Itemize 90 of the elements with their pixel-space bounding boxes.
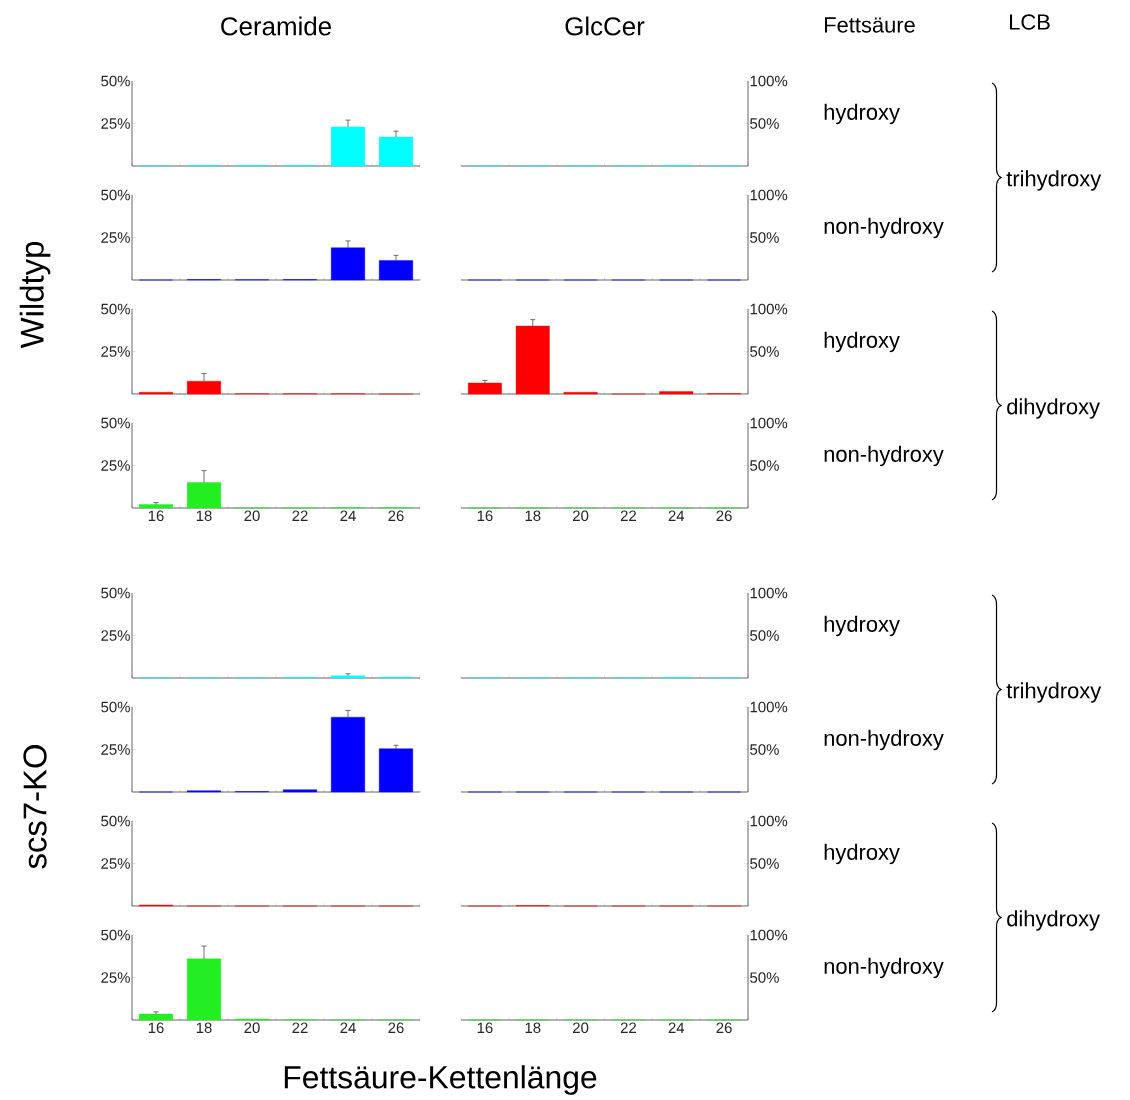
text: Fettsäure (824, 17, 915, 33)
y-tick-label: 50% (101, 587, 130, 599)
y-tick-label: 50% (101, 929, 130, 941)
text: hydroxy (824, 615, 900, 637)
text: hydroxy (824, 843, 900, 865)
y-tick-label: 25% (101, 118, 130, 129)
x-tick-label: 22 (620, 1022, 636, 1033)
y-tick-label: 25% (101, 972, 130, 983)
y-tick-label: 50% (750, 460, 779, 471)
bar (515, 325, 550, 395)
y-tick-label: 50% (101, 189, 130, 201)
text: dihydroxy (1007, 398, 1100, 419)
y-tick-label: 50% (750, 232, 779, 243)
bar (187, 482, 221, 509)
y-tick-label: 25% (101, 858, 130, 869)
y-tick-label: 50% (750, 630, 779, 641)
bar (283, 789, 317, 793)
bar (379, 748, 413, 793)
bar (331, 126, 365, 167)
text: dihydroxy (1007, 910, 1100, 931)
bar (139, 1013, 173, 1021)
x-tick-label: 24 (668, 1022, 685, 1033)
bar (187, 958, 221, 1021)
x-tick-label: 16 (477, 510, 493, 522)
text: non-hydroxy (824, 729, 944, 751)
y-tick-label: 100% (750, 417, 788, 429)
x-tick-label: 26 (388, 1022, 404, 1034)
chart-title: Ceramide (221, 16, 331, 36)
text: LCB (1009, 14, 1050, 30)
x-tick-label: 22 (620, 510, 636, 521)
y-tick-label: 50% (101, 303, 130, 315)
x-tick-label: 22 (292, 510, 308, 521)
bar (331, 247, 365, 281)
x-tick-label: 24 (668, 510, 685, 521)
y-tick-label: 50% (750, 972, 779, 983)
y-tick-label: 100% (750, 815, 788, 827)
text: non-hydroxy (824, 957, 944, 979)
x-tick-label: 16 (148, 510, 164, 522)
x-tick-label: 20 (573, 1022, 589, 1034)
x-tick-label: 18 (525, 510, 541, 522)
y-tick-label: 25% (101, 460, 130, 471)
y-tick-label: 50% (750, 346, 779, 357)
x-tick-label: 26 (716, 510, 732, 522)
y-tick-label: 100% (750, 701, 788, 713)
y-tick-label: 50% (750, 858, 779, 869)
bar (379, 260, 413, 281)
y-tick-label: 100% (750, 189, 788, 201)
y-tick-label: 50% (101, 417, 130, 429)
x-tick-label: 26 (388, 510, 404, 522)
bar (659, 391, 694, 395)
y-tick-label: 100% (750, 587, 788, 599)
x-axis-title: Fettsäure-Kettenlänge (284, 1065, 597, 1095)
x-tick-label: 16 (148, 1022, 164, 1034)
y-tick-label: 100% (750, 75, 788, 87)
bar (187, 381, 221, 395)
bar (139, 504, 173, 509)
bar (379, 136, 413, 167)
y-tick-label: 50% (750, 118, 779, 129)
bar (331, 717, 365, 793)
x-tick-label: 20 (573, 510, 589, 522)
y-axis-title: Wildtyp (19, 242, 51, 349)
x-tick-label: 24 (340, 510, 356, 521)
text: hydroxy (824, 331, 900, 353)
text: trihydroxy (1006, 170, 1102, 191)
y-axis-title: scs7-KO (23, 745, 47, 869)
x-tick-label: 18 (525, 1022, 541, 1034)
y-tick-label: 25% (101, 744, 130, 755)
x-tick-label: 18 (196, 510, 212, 522)
y-tick-label: 50% (101, 75, 130, 87)
chart-title: GlcCer (565, 16, 645, 36)
text: hydroxy (824, 103, 900, 125)
bar (467, 382, 502, 395)
x-tick-label: 26 (716, 1022, 732, 1034)
text: non-hydroxy (824, 217, 944, 239)
x-tick-label: 24 (340, 1022, 356, 1033)
y-tick-label: 25% (101, 630, 130, 641)
x-tick-label: 22 (292, 1022, 308, 1033)
x-tick-label: 16 (477, 1022, 493, 1034)
x-tick-label: 20 (244, 510, 260, 522)
y-tick-label: 50% (101, 815, 130, 827)
y-tick-label: 100% (750, 303, 788, 315)
x-tick-label: 18 (196, 1022, 212, 1034)
y-tick-label: 25% (101, 232, 130, 243)
y-tick-label: 100% (750, 929, 788, 941)
text: trihydroxy (1006, 682, 1102, 703)
y-tick-label: 50% (750, 744, 779, 755)
y-tick-label: 25% (101, 346, 130, 357)
x-tick-label: 20 (244, 1022, 260, 1034)
y-tick-label: 50% (101, 701, 130, 713)
text: non-hydroxy (824, 445, 944, 467)
